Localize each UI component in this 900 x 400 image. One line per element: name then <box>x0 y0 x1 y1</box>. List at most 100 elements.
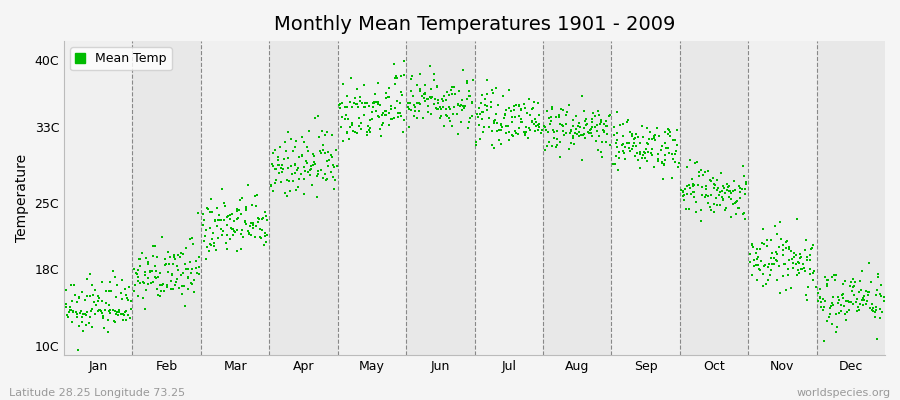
Point <box>294 170 309 177</box>
Point <box>500 123 515 129</box>
Point <box>178 261 193 267</box>
Point <box>165 271 179 277</box>
Point <box>491 127 506 134</box>
Point <box>630 150 644 156</box>
Point <box>455 103 470 110</box>
Point <box>368 90 382 97</box>
Point <box>239 203 254 210</box>
Point <box>119 308 133 314</box>
Point <box>292 154 306 160</box>
Point <box>133 280 148 287</box>
Point <box>386 61 400 67</box>
Point <box>241 182 256 188</box>
Point <box>207 217 221 224</box>
Point <box>302 172 317 178</box>
Point <box>243 223 257 230</box>
Bar <box>64 41 132 355</box>
Point <box>110 309 124 316</box>
Point <box>276 166 291 173</box>
Point <box>796 265 811 271</box>
Point <box>322 157 337 164</box>
Point <box>514 106 528 112</box>
Point <box>167 254 182 260</box>
Point <box>320 128 334 135</box>
Point <box>732 183 746 189</box>
Point <box>694 218 708 224</box>
Point <box>798 247 813 253</box>
Point <box>238 221 253 228</box>
Point <box>436 98 450 104</box>
Point <box>440 88 454 95</box>
Point <box>474 92 489 99</box>
Point <box>508 128 522 134</box>
Point <box>163 253 177 260</box>
Point <box>595 154 609 160</box>
Point <box>175 291 189 298</box>
Point <box>184 280 198 286</box>
Point <box>138 306 152 313</box>
Point <box>756 226 770 232</box>
Point <box>82 320 96 326</box>
Point <box>778 261 793 267</box>
Point <box>356 104 371 110</box>
Point <box>238 218 252 224</box>
Point <box>497 115 511 121</box>
Point <box>823 305 837 311</box>
Point <box>231 215 246 221</box>
Point <box>525 118 539 124</box>
Point <box>568 130 582 136</box>
Point <box>722 194 736 201</box>
Point <box>532 112 546 118</box>
Point <box>390 75 404 82</box>
Point <box>103 310 117 316</box>
Point <box>385 116 400 122</box>
Point <box>701 168 716 174</box>
Point <box>803 266 817 272</box>
Point <box>586 110 600 116</box>
Point <box>750 246 764 252</box>
Point <box>620 119 634 126</box>
Point <box>676 188 690 195</box>
Point <box>75 318 89 325</box>
Point <box>724 190 738 196</box>
Point <box>625 146 639 152</box>
Point <box>239 207 254 214</box>
Point <box>421 108 436 115</box>
Point <box>846 282 860 289</box>
Point <box>121 296 135 303</box>
Point <box>222 212 237 218</box>
Point <box>843 278 858 285</box>
Point <box>404 76 419 82</box>
Point <box>730 198 744 204</box>
Point <box>140 275 155 282</box>
Point <box>806 276 820 283</box>
Point <box>472 105 486 111</box>
Point <box>850 296 864 302</box>
Point <box>564 140 579 146</box>
Point <box>438 97 453 103</box>
Point <box>107 274 122 280</box>
Point <box>523 127 537 133</box>
Point <box>294 152 309 158</box>
Point <box>269 166 284 172</box>
Point <box>508 113 522 120</box>
Point <box>389 72 403 79</box>
Point <box>763 255 778 261</box>
Point <box>485 128 500 134</box>
Point <box>290 166 304 173</box>
Point <box>302 128 316 134</box>
Point <box>189 264 203 271</box>
Point <box>626 142 640 149</box>
Y-axis label: Temperature: Temperature <box>15 154 29 242</box>
Point <box>430 97 445 103</box>
Point <box>485 142 500 148</box>
Point <box>245 202 259 208</box>
Point <box>86 298 101 305</box>
Point <box>333 100 347 107</box>
Point <box>764 261 778 267</box>
Point <box>183 236 197 242</box>
Point <box>769 249 783 255</box>
Point <box>470 110 484 117</box>
Point <box>770 230 785 237</box>
Point <box>158 262 172 268</box>
